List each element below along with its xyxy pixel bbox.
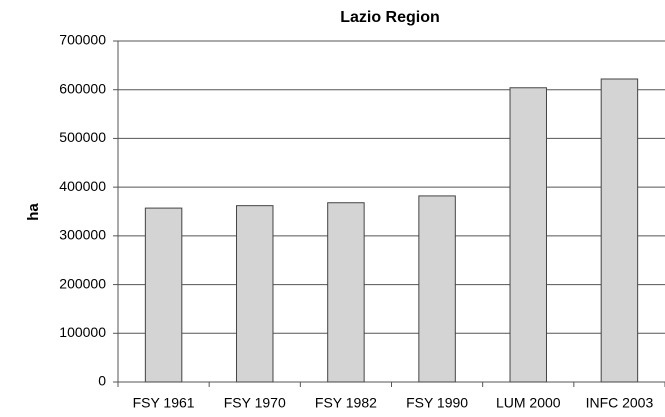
bar	[418, 195, 456, 383]
y-tick-label: 200000	[59, 275, 106, 291]
x-tick-label: FSY 1970	[224, 395, 286, 411]
x-tick-label: FSY 1990	[406, 395, 468, 411]
bar	[509, 87, 547, 383]
y-axis-label: ha	[25, 203, 42, 221]
chart-title: Lazio Region	[340, 9, 440, 26]
x-tick-label: FSY 1982	[315, 395, 377, 411]
y-tick-label: 0	[98, 373, 106, 389]
bar	[327, 202, 365, 383]
x-tick-label: INFC 2003	[586, 395, 654, 411]
bar	[236, 205, 274, 383]
y-tick-label: 500000	[59, 129, 106, 145]
y-tick-label: 700000	[59, 32, 106, 48]
y-tick-label: 600000	[59, 80, 106, 96]
bar	[144, 207, 183, 383]
bar	[600, 78, 639, 383]
y-tick-label: 100000	[59, 324, 106, 340]
x-tick-label: FSY 1961	[133, 395, 195, 411]
y-tick-label: 300000	[59, 227, 106, 243]
x-tick-label: LUM 2000	[496, 395, 561, 411]
y-tick-label: 400000	[59, 178, 106, 194]
